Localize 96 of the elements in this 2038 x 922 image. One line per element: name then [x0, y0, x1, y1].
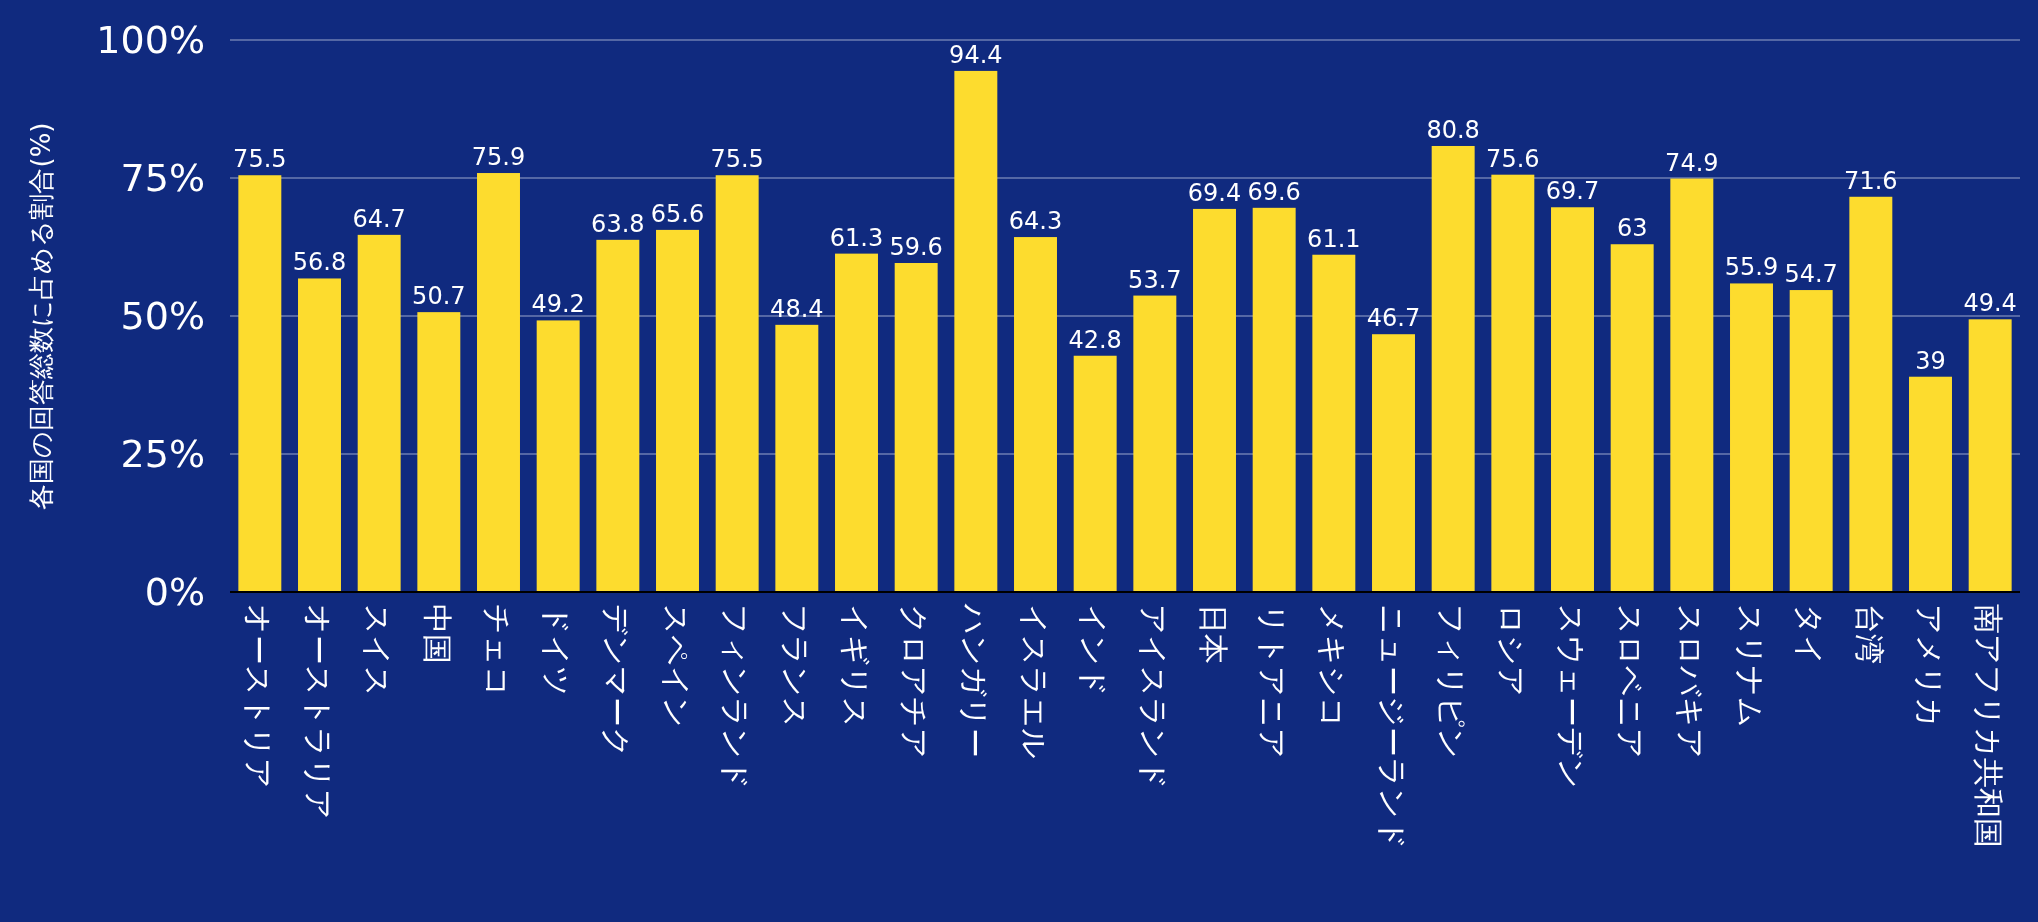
x-tick-label: オーストラリア [300, 604, 336, 820]
y-tick-label: 50% [120, 294, 205, 338]
bar [1372, 334, 1415, 592]
data-label: 46.7 [1366, 304, 1421, 333]
data-label: 75.6 [1486, 144, 1540, 173]
bar [298, 278, 341, 592]
bar [357, 234, 401, 592]
x-tick-label: 台湾 [1851, 604, 1887, 664]
x-tick-label: イスラエル [1016, 604, 1052, 759]
bar [1133, 295, 1177, 592]
bar [596, 239, 640, 592]
x-tick-label: フィンランド [718, 604, 754, 790]
bar [954, 70, 998, 592]
x-tick-label: スロバキア [1672, 604, 1708, 759]
bar [1252, 207, 1296, 592]
x-tick-label: 中国 [419, 604, 455, 664]
data-label: 59.6 [889, 233, 943, 262]
x-tick-label: アメリカ [1911, 604, 1947, 728]
data-label: 75.9 [471, 143, 526, 172]
x-tick-label: デンマーク [598, 604, 634, 758]
data-label: 74.9 [1665, 148, 1719, 177]
x-tick-label: チェコ [479, 604, 515, 697]
bar [1968, 319, 2012, 592]
data-label: 39 [1915, 346, 1946, 375]
x-tick-label: ハンガリー [956, 603, 992, 758]
x-tick-label: タイ [1792, 604, 1828, 666]
bar [656, 229, 699, 592]
x-tick-label: リトアニア [1255, 604, 1291, 759]
x-tick-label: フランス [777, 604, 813, 728]
data-label: 65.6 [650, 199, 705, 228]
y-tick-label: 25% [120, 432, 205, 476]
x-tick-label: スリナム [1732, 604, 1768, 728]
x-tick-label: イギリス [837, 604, 873, 728]
data-label: 69.7 [1545, 177, 1600, 206]
bar [238, 175, 282, 592]
data-label: 64.3 [1008, 207, 1063, 236]
y-tick-label: 75% [120, 156, 205, 200]
data-label: 69.6 [1247, 177, 1301, 206]
bar [835, 253, 878, 592]
bar [1610, 244, 1654, 592]
bar [1730, 283, 1773, 592]
x-tick-label: スウェーデン [1553, 604, 1589, 789]
data-label: 42.8 [1068, 325, 1122, 354]
bar [775, 324, 819, 592]
bar [1014, 237, 1057, 592]
data-label: 71.6 [1844, 166, 1898, 195]
data-label: 54.7 [1784, 260, 1838, 289]
bar [1670, 178, 1714, 592]
bar [1073, 355, 1117, 592]
x-tick-label: クロアチア [897, 604, 933, 759]
bar [1551, 207, 1594, 592]
bar [894, 263, 938, 592]
y-tick-label: 0% [144, 570, 205, 614]
data-label: 63.8 [591, 209, 645, 238]
bar [1849, 196, 1893, 592]
x-tick-label: インド [1076, 604, 1112, 697]
data-label: 49.4 [1963, 289, 2017, 318]
bar [1789, 290, 1833, 592]
x-tick-label: ニュージーランド [1374, 604, 1410, 850]
bar [1909, 376, 1952, 592]
data-label: 80.8 [1426, 115, 1480, 144]
bar [715, 175, 759, 592]
x-tick-label: 南アフリカ共和国 [1971, 604, 2007, 848]
data-label: 49.2 [531, 290, 585, 319]
data-label: 75.5 [710, 145, 764, 174]
bar [536, 320, 580, 592]
x-tick-label: ドイツ [539, 604, 575, 697]
bar [1193, 208, 1236, 592]
data-label: 63 [1616, 214, 1648, 243]
y-tick-label: 100% [96, 18, 205, 62]
data-label: 61.3 [829, 223, 884, 252]
data-label: 69.4 [1187, 178, 1242, 207]
data-label: 50.7 [412, 282, 466, 311]
x-tick-label: スロベニア [1613, 604, 1649, 759]
x-tick-label: オーストリア [240, 604, 276, 789]
x-tick-label: スイス [360, 604, 396, 697]
bar [1312, 254, 1356, 592]
data-label: 55.9 [1724, 253, 1779, 282]
x-tick-label: ロシア [1493, 604, 1529, 697]
x-tick-label: 日本 [1195, 604, 1231, 664]
x-tick-label: フィリピン [1434, 604, 1470, 759]
data-label: 75.5 [233, 145, 287, 174]
data-label: 61.1 [1307, 224, 1361, 253]
data-label: 56.8 [292, 248, 347, 277]
x-tick-label: メキシコ [1314, 604, 1350, 728]
bar [417, 312, 461, 592]
x-tick-label: アイスランド [1135, 604, 1171, 790]
x-tick-label: スペイン [658, 604, 694, 728]
data-label: 64.7 [352, 204, 406, 233]
bar [1491, 174, 1535, 592]
bar [1431, 145, 1475, 592]
bar [477, 173, 520, 592]
y-axis-title: 各国の回答総数に占める割合(%) [26, 122, 56, 510]
data-label: 94.4 [949, 40, 1003, 69]
data-label: 53.7 [1128, 265, 1182, 294]
data-label: 48.4 [770, 294, 824, 323]
